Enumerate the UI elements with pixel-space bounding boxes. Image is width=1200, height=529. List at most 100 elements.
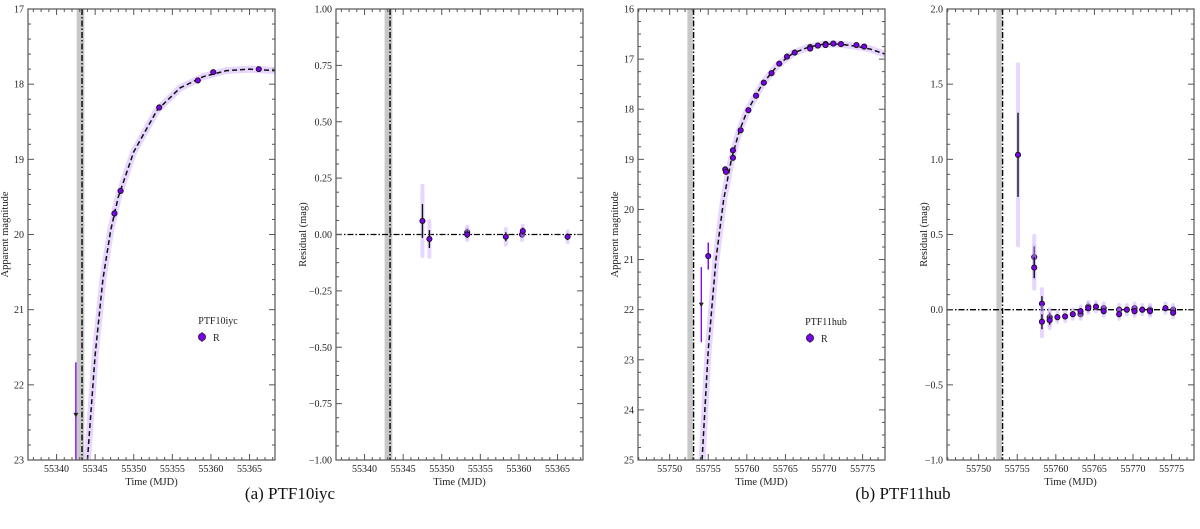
y-tick-label: 18 <box>14 80 24 91</box>
y-tick-label: −0.75 <box>309 399 332 410</box>
legend: PTF10iyc R <box>197 316 238 344</box>
x-tick-label: 55765 <box>773 464 798 475</box>
data-point <box>1062 313 1069 320</box>
data-point <box>768 70 775 77</box>
data-point <box>861 43 868 50</box>
panel-3: 55750 55755 55760 55765 55770 55775 16 17 18 19 20… <box>610 5 886 488</box>
data-point <box>1069 311 1076 318</box>
data-point <box>1054 314 1061 321</box>
y-tick-label: 23 <box>624 355 634 366</box>
data-point <box>1038 300 1045 307</box>
x-tick-label: 55360 <box>198 464 223 475</box>
data-point <box>464 231 471 238</box>
y-tick-label: 17 <box>14 5 24 16</box>
data-point <box>783 53 791 60</box>
x-tick-label: 55775 <box>850 464 875 475</box>
y-axis-label: Residual (mag) <box>298 202 309 267</box>
explosion-uncertainty-band <box>384 9 393 460</box>
y-tick-label: 0.5 <box>931 230 944 241</box>
data-point <box>1170 309 1177 316</box>
x-tick-label: 55345 <box>391 464 416 475</box>
data-point <box>502 233 509 240</box>
plot-area <box>687 9 885 460</box>
model-uncertainty-band <box>698 40 885 460</box>
caption-b: (b) PTF11hub <box>855 484 950 503</box>
y-tick-label: 0.25 <box>315 174 333 185</box>
axes-frame <box>637 8 886 461</box>
y-tick-label: 20 <box>624 205 634 216</box>
data-point <box>426 235 433 243</box>
data-point <box>729 154 736 161</box>
model-curve <box>701 43 885 460</box>
y-tick-label: 24 <box>624 405 634 416</box>
model-curve <box>86 68 275 460</box>
caption-a: (a) PTF10iyc <box>245 484 336 503</box>
y-tick-label: 1.00 <box>315 5 333 16</box>
y-axis-label: Apparent magnitude <box>610 191 621 277</box>
data-point <box>255 66 262 73</box>
data-point <box>564 233 571 240</box>
y-tick-label: 17 <box>624 55 634 66</box>
y-tick-label: 16 <box>624 5 634 16</box>
plot-area <box>336 9 583 460</box>
x-tick-label: 55365 <box>237 464 262 475</box>
x-tick-label: 55750 <box>966 464 991 475</box>
data-point <box>111 210 118 217</box>
data-point <box>791 49 798 56</box>
data-point <box>1092 303 1100 310</box>
x-tick-label: 55770 <box>812 464 837 475</box>
x-axis-label: Time (MJD) <box>735 477 788 488</box>
plot-area <box>73 9 275 460</box>
y-tick-label: −1.00 <box>309 456 332 467</box>
x-axis-label: Time (MJD) <box>433 477 486 488</box>
y-tick-label: 19 <box>14 155 24 166</box>
panel-2: 55340 55345 55350 55355 55360 55365 −1.00 −0.75… <box>298 5 584 488</box>
data-point <box>210 69 217 76</box>
data-point <box>729 147 736 154</box>
data-point <box>1014 151 1022 158</box>
x-tick-label: 55760 <box>734 464 759 475</box>
x-tick-label: 55360 <box>506 464 531 475</box>
explosion-uncertainty-band <box>76 9 85 460</box>
data-point <box>419 217 426 225</box>
x-tick-label: 55350 <box>121 464 146 475</box>
y-tick-label: 21 <box>624 255 634 266</box>
explosion-uncertainty-band <box>687 9 693 460</box>
y-tick-label: 20 <box>14 230 24 241</box>
data-point <box>705 252 712 260</box>
data-point <box>1038 318 1045 325</box>
y-tick-label: −0.50 <box>309 343 332 354</box>
data-point <box>1046 317 1053 324</box>
x-tick-label: 55775 <box>1159 464 1184 475</box>
x-tick-label: 55340 <box>44 464 69 475</box>
model-uncertainty-band <box>83 65 275 460</box>
x-tick-label: 55755 <box>1005 464 1030 475</box>
y-tick-label: 22 <box>14 380 24 391</box>
x-tick-label: 55340 <box>352 464 377 475</box>
data-point <box>194 77 201 84</box>
y-tick-label: 0.00 <box>315 230 333 241</box>
panel-1: 55340 55345 55350 55355 55360 55365 17 18 19 20 21… <box>0 5 276 488</box>
y-tick-label: 0.50 <box>315 117 333 128</box>
y-tick-label: 19 <box>624 155 634 166</box>
data-point <box>745 107 752 114</box>
axes-frame <box>27 8 276 461</box>
data-point <box>1085 305 1092 312</box>
data-point <box>853 42 860 49</box>
data-point <box>822 42 829 49</box>
data-point <box>753 92 760 99</box>
y-tick-label: −0.5 <box>925 380 943 391</box>
panel-4: 55750 55755 55760 55765 55770 55775 −1.0 −0.5 0.… <box>919 5 1195 488</box>
x-tick-label: 55350 <box>429 464 454 475</box>
data-point <box>814 42 821 49</box>
upper-limit-marker <box>698 302 704 308</box>
x-tick-label: 55760 <box>1043 464 1068 475</box>
axes-frame <box>946 8 1195 461</box>
data-point <box>1116 311 1123 318</box>
y-tick-label: −0.25 <box>309 286 332 297</box>
data-point <box>156 104 163 111</box>
legend-entry: R <box>821 334 828 345</box>
y-axis-label: Residual (mag) <box>919 202 930 267</box>
data-point <box>1100 308 1107 315</box>
